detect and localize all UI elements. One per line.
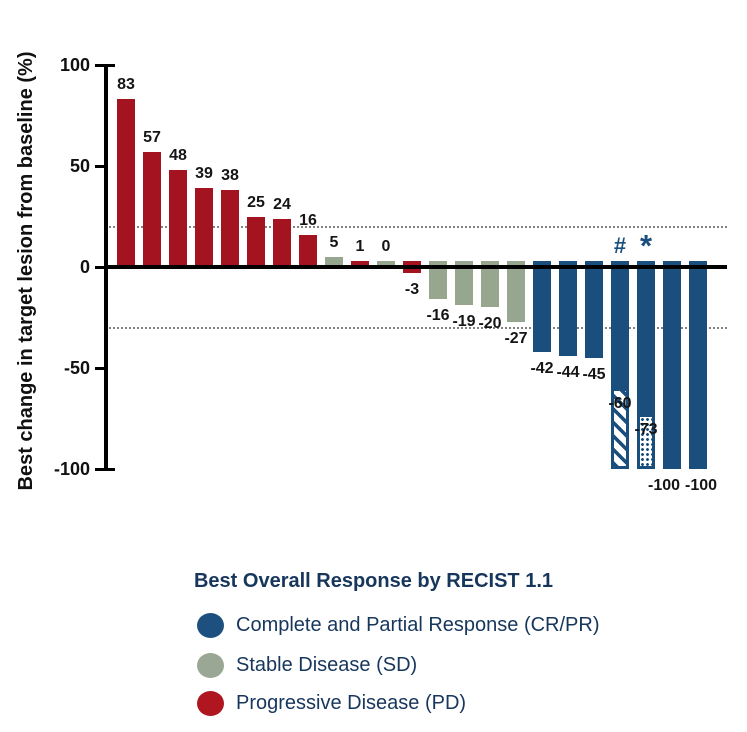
legend-title: Best Overall Response by RECIST 1.1 [193,570,554,592]
y-tick [95,366,105,370]
y-tick-label: -50 [63,358,90,378]
plot-area: 100 50 0 -50 -100 83 57 48 39 38 25 24 16 5 1 0 -3 -16 -19… [53,55,727,494]
bar [559,261,577,356]
bar-segment-solid [637,261,655,415]
y-tick-label: 100 [59,55,90,75]
pd-swatch-icon [197,690,224,716]
legend-item-crpr: Complete and Partial Response (CR/PR) [197,611,600,639]
legend-item-sd: Stable Disease (SD) [197,651,417,679]
hash-marker: # [613,233,627,258]
bar-value-label: -100 [684,477,718,494]
bar [195,188,213,268]
bar [221,190,239,268]
y-tick-label: 50 [69,156,90,176]
bar-value-label: 39 [195,165,213,183]
bar [325,256,343,268]
bar [169,170,187,268]
bar-value-label: -16 [426,307,450,325]
bar [143,151,161,268]
bar [585,261,603,358]
y-tick [95,265,105,269]
bar [533,261,551,352]
bar-value-label: -73 [634,421,658,439]
bar [429,261,447,300]
crpr-swatch-icon [197,612,224,638]
bar-value-label: -100 [647,477,681,494]
y-tick [95,467,105,471]
bar-value-label: -27 [504,329,528,347]
bar [117,99,135,268]
bar-value-label: -42 [530,359,554,377]
bar [455,261,473,306]
bar [507,261,525,322]
bar [273,218,291,268]
bar-value-label: 16 [299,211,317,229]
bar [377,261,395,268]
bar-value-label: -20 [478,315,502,333]
legend-item-pd: Progressive Disease (PD) [197,689,466,717]
bar-value-label: 38 [221,167,239,185]
bar [481,261,499,308]
bar-value-label: 1 [355,238,365,255]
reference-line [104,326,727,329]
zero-baseline [104,265,727,269]
bar [689,261,707,469]
bar-segment-stippled [637,414,655,469]
bar-value-label: 57 [143,128,161,146]
bar-value-label: -44 [556,363,580,381]
bar-segment-solid [611,261,629,389]
y-tick [95,63,105,67]
y-axis-cap [104,467,115,471]
bar-value-label: 25 [247,193,265,211]
bar-value-label: 83 [117,76,135,94]
reference-line [104,225,727,228]
y-tick [95,164,105,168]
bar [299,234,317,268]
bar [247,216,265,268]
sd-swatch-icon [197,652,224,678]
legend-item-label: Stable Disease (SD) [236,653,418,676]
bar-value-label: -60 [608,395,632,413]
bar [351,261,369,268]
y-tick-label: -100 [53,459,90,479]
bar [663,261,681,469]
bar-value-label: 5 [329,233,339,251]
bar-value-label: 48 [169,147,187,165]
y-tick-label: 0 [79,257,90,277]
legend-item-label: Progressive Disease (PD) [236,691,467,714]
y-axis-cap [104,63,115,67]
bar-value-label: 24 [273,195,291,213]
bar-segment-hatched [611,388,629,469]
bar-value-label: -3 [404,281,420,299]
bar-value-label: -45 [582,365,606,383]
asterisk-marker: * [639,228,653,263]
bar-value-label: 0 [381,238,391,255]
bar-value-label: -19 [452,313,476,331]
legend-item-label: Complete and Partial Response (CR/PR) [236,613,600,636]
